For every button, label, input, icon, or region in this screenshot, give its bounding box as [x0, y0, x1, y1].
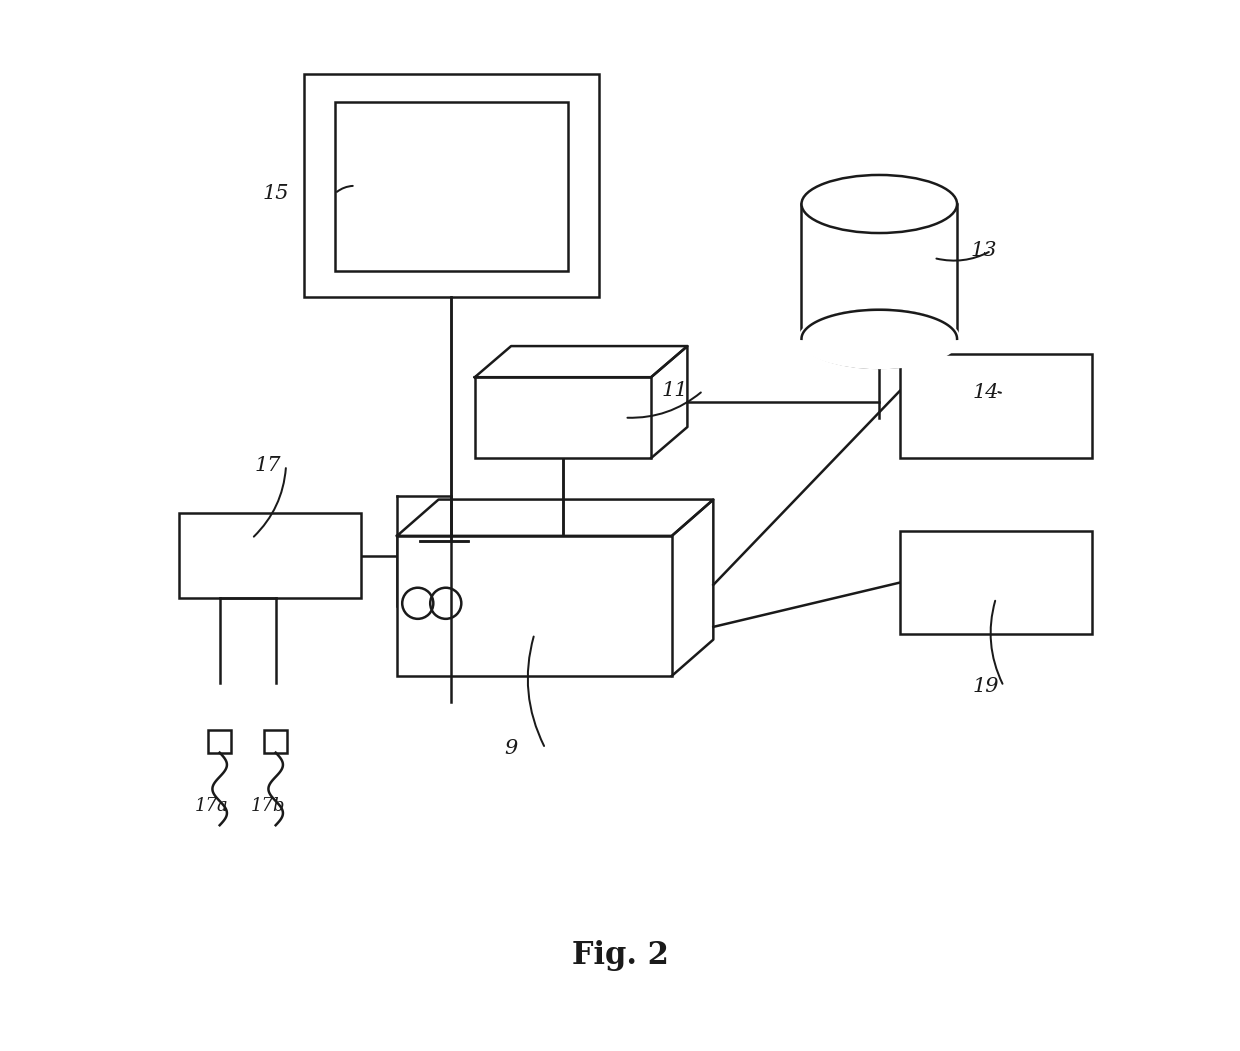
Bar: [475, 377, 651, 458]
Bar: [335, 102, 568, 271]
Text: 13: 13: [971, 241, 997, 261]
Text: 17b: 17b: [250, 797, 285, 815]
Text: Fig. 2: Fig. 2: [572, 941, 668, 971]
Bar: [397, 536, 672, 676]
Bar: [208, 729, 231, 753]
Text: 17: 17: [255, 456, 281, 475]
Text: 14: 14: [972, 384, 999, 403]
Ellipse shape: [800, 310, 959, 368]
Bar: [264, 729, 288, 753]
Bar: [900, 531, 1092, 635]
Text: 15: 15: [262, 184, 289, 203]
Text: 19: 19: [972, 677, 999, 696]
Bar: [900, 354, 1092, 458]
Text: 17a: 17a: [195, 797, 228, 815]
Bar: [304, 75, 599, 297]
Text: 11: 11: [661, 382, 688, 400]
Bar: [180, 513, 361, 598]
Ellipse shape: [801, 310, 957, 368]
Ellipse shape: [801, 174, 957, 233]
Text: 9: 9: [503, 739, 517, 758]
